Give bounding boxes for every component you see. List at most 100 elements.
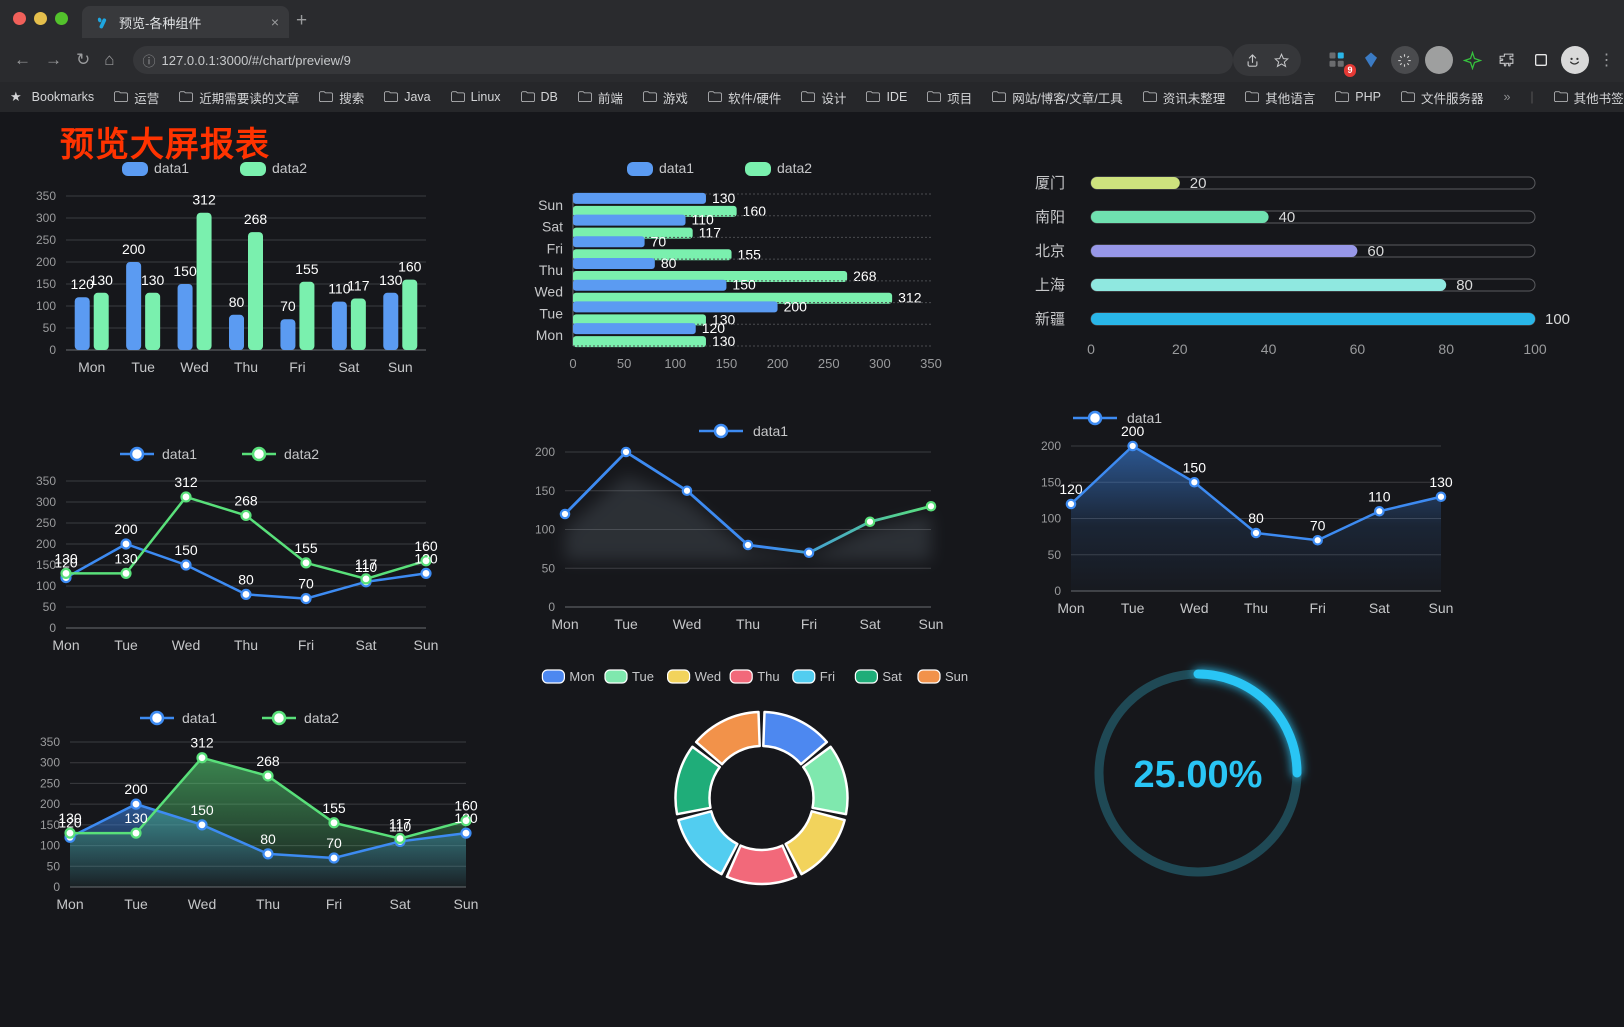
svg-text:130: 130 [58, 810, 82, 826]
svg-text:Fri: Fri [1310, 600, 1326, 616]
svg-text:268: 268 [234, 492, 258, 508]
svg-text:Thu: Thu [234, 637, 258, 653]
svg-text:200: 200 [1121, 423, 1145, 439]
svg-text:0: 0 [548, 600, 555, 614]
svg-text:data1: data1 [659, 160, 694, 176]
svg-text:0: 0 [1087, 341, 1095, 357]
svg-text:120: 120 [1059, 481, 1083, 497]
svg-text:250: 250 [818, 356, 840, 371]
svg-text:Tue: Tue [114, 637, 138, 653]
svg-text:200: 200 [767, 356, 789, 371]
svg-text:Wed: Wed [172, 637, 201, 653]
svg-text:Mon: Mon [569, 669, 594, 684]
svg-text:150: 150 [732, 277, 756, 293]
svg-text:Fri: Fri [289, 359, 305, 375]
svg-text:Sun: Sun [945, 669, 968, 684]
svg-text:150: 150 [36, 277, 56, 291]
svg-text:20: 20 [1172, 341, 1188, 357]
svg-text:130: 130 [141, 272, 165, 288]
svg-text:Wed: Wed [188, 896, 217, 912]
svg-text:268: 268 [256, 753, 280, 769]
svg-text:Thu: Thu [1244, 600, 1268, 616]
svg-text:Mon: Mon [1057, 600, 1084, 616]
svg-text:130: 130 [90, 272, 114, 288]
svg-text:268: 268 [244, 211, 268, 227]
svg-text:160: 160 [454, 798, 478, 814]
svg-text:Mon: Mon [78, 359, 105, 375]
svg-text:Sat: Sat [389, 896, 410, 912]
svg-text:150: 150 [173, 263, 197, 279]
svg-text:Sun: Sun [388, 359, 413, 375]
svg-text:Fri: Fri [547, 240, 563, 256]
svg-text:厦门: 厦门 [1035, 175, 1065, 192]
svg-text:Tue: Tue [124, 896, 148, 912]
svg-text:300: 300 [40, 756, 60, 770]
svg-text:Wed: Wed [1180, 600, 1209, 616]
svg-text:0: 0 [49, 343, 56, 357]
svg-text:data1: data1 [162, 446, 197, 462]
svg-text:Fri: Fri [820, 669, 835, 684]
svg-text:25.00%: 25.00% [1134, 754, 1263, 796]
svg-text:117: 117 [389, 816, 412, 832]
svg-text:新疆: 新疆 [1035, 311, 1065, 328]
svg-text:Tue: Tue [1121, 600, 1145, 616]
svg-text:60: 60 [1350, 341, 1366, 357]
svg-text:60: 60 [1367, 243, 1384, 260]
svg-text:160: 160 [398, 259, 422, 275]
svg-text:Tue: Tue [539, 305, 563, 321]
svg-text:Sun: Sun [538, 197, 563, 213]
svg-text:20: 20 [1190, 175, 1207, 192]
svg-text:200: 200 [124, 781, 148, 797]
svg-text:155: 155 [295, 261, 319, 277]
svg-text:312: 312 [898, 290, 922, 306]
svg-text:Mon: Mon [536, 327, 563, 343]
svg-text:200: 200 [122, 241, 146, 257]
svg-text:Wed: Wed [695, 669, 722, 684]
svg-text:Thu: Thu [256, 896, 280, 912]
svg-text:50: 50 [617, 356, 631, 371]
svg-text:200: 200 [1041, 439, 1061, 453]
svg-text:130: 130 [712, 333, 736, 349]
svg-text:70: 70 [651, 233, 667, 249]
svg-text:Thu: Thu [539, 262, 563, 278]
svg-text:Sat: Sat [859, 616, 880, 631]
svg-text:Sat: Sat [338, 359, 359, 375]
svg-text:Wed: Wed [673, 616, 702, 631]
svg-text:268: 268 [853, 268, 877, 284]
svg-text:150: 150 [1041, 475, 1061, 489]
svg-text:350: 350 [40, 735, 60, 749]
svg-text:南阳: 南阳 [1035, 209, 1065, 226]
svg-text:130: 130 [114, 550, 138, 566]
svg-text:Tue: Tue [632, 669, 654, 684]
svg-text:350: 350 [36, 474, 56, 488]
svg-text:70: 70 [298, 576, 314, 592]
svg-text:100: 100 [40, 839, 60, 853]
svg-text:80: 80 [1438, 341, 1454, 357]
svg-text:100: 100 [664, 356, 686, 371]
svg-text:250: 250 [36, 233, 56, 247]
svg-text:Thu: Thu [234, 359, 258, 375]
svg-text:data1: data1 [753, 423, 788, 439]
svg-text:150: 150 [40, 818, 60, 832]
svg-text:100: 100 [1041, 512, 1061, 526]
svg-text:Fri: Fri [801, 616, 817, 631]
svg-text:160: 160 [743, 203, 767, 219]
svg-text:312: 312 [192, 192, 216, 208]
svg-text:300: 300 [869, 356, 891, 371]
svg-text:200: 200 [36, 255, 56, 269]
svg-text:80: 80 [1456, 277, 1473, 294]
svg-text:Wed: Wed [534, 284, 563, 300]
svg-text:Sat: Sat [1369, 600, 1390, 616]
svg-text:0: 0 [1054, 584, 1061, 598]
svg-text:Sun: Sun [919, 616, 944, 631]
svg-text:200: 200 [114, 521, 138, 537]
svg-text:117: 117 [699, 225, 722, 241]
svg-text:Sun: Sun [454, 896, 479, 912]
svg-text:Sun: Sun [1429, 600, 1454, 616]
svg-text:data2: data2 [284, 446, 319, 462]
svg-text:155: 155 [322, 800, 346, 816]
svg-text:110: 110 [1368, 488, 1391, 504]
svg-text:150: 150 [174, 542, 198, 558]
svg-text:150: 150 [535, 484, 555, 498]
svg-text:117: 117 [355, 556, 378, 572]
